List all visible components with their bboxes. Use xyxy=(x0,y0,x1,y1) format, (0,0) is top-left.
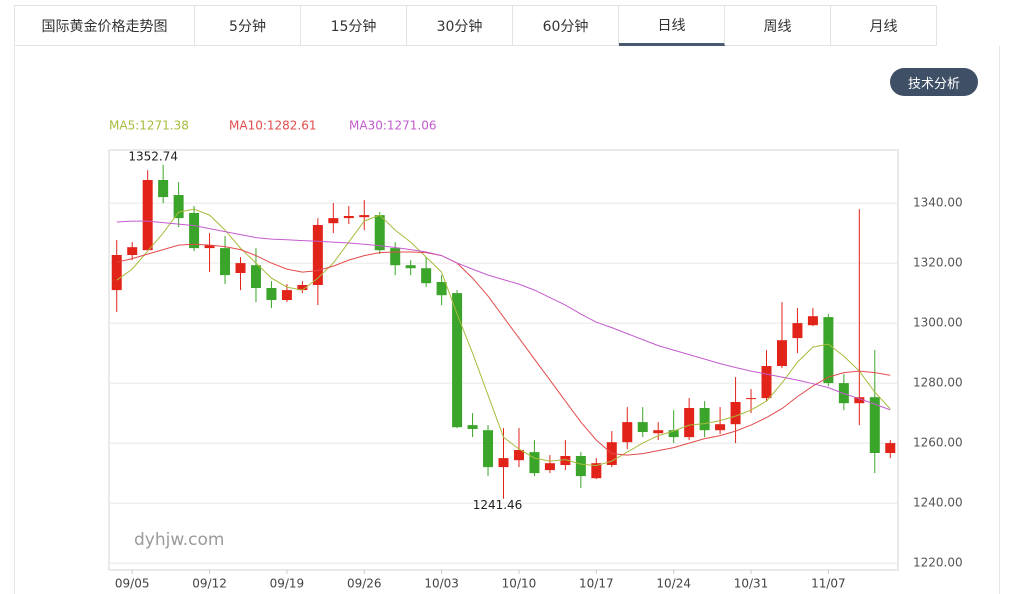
period-tab[interactable]: 周线 xyxy=(725,5,831,46)
candle-body xyxy=(281,290,292,300)
x-tick-label: 10/10 xyxy=(502,577,537,591)
candle-body xyxy=(204,245,215,249)
candle-body xyxy=(142,180,153,251)
candle-body xyxy=(390,248,401,266)
candle-body xyxy=(328,218,339,224)
candle-body xyxy=(374,215,385,251)
x-tick-label: 09/05 xyxy=(115,577,150,591)
candle-body xyxy=(467,425,478,429)
chart-panel xyxy=(14,46,1000,594)
y-tick-label: 1220.00 xyxy=(913,556,963,570)
plot-frame xyxy=(108,149,899,571)
candle-body xyxy=(823,317,834,384)
y-tick-label: 1240.00 xyxy=(913,496,963,510)
candle-body xyxy=(483,430,494,468)
high-label: 1352.74 xyxy=(128,149,178,163)
period-tab[interactable]: 30分钟 xyxy=(407,5,513,46)
candle-body xyxy=(173,195,184,219)
x-tick-label: 10/03 xyxy=(424,577,459,591)
candle-body xyxy=(158,180,169,198)
candle-body xyxy=(746,398,757,400)
candle-body xyxy=(776,340,787,366)
legend-entry: MA5:1271.38 xyxy=(109,119,189,133)
y-tick-label: 1340.00 xyxy=(913,196,963,210)
x-tick-label: 09/26 xyxy=(347,577,382,591)
x-tick-label: 10/31 xyxy=(734,577,769,591)
period-tab[interactable]: 月线 xyxy=(831,5,937,46)
candle-body xyxy=(405,265,416,269)
analysis-button[interactable]: 技术分析 xyxy=(890,68,978,96)
candle-body xyxy=(220,248,231,276)
candle-body xyxy=(622,422,633,443)
y-tick-label: 1300.00 xyxy=(913,316,963,330)
candle-body xyxy=(591,463,602,479)
period-tab[interactable]: 15分钟 xyxy=(301,5,407,46)
candle-body xyxy=(343,216,354,219)
candle-body xyxy=(544,463,555,471)
x-tick-label: 10/24 xyxy=(656,577,691,591)
candle-body xyxy=(560,456,571,465)
candle-body xyxy=(421,268,432,284)
candle-body xyxy=(730,402,741,425)
ma-line xyxy=(116,220,891,411)
candle-body xyxy=(436,282,447,296)
candle-body xyxy=(359,215,370,218)
candle-body xyxy=(699,408,710,431)
candle-body xyxy=(668,430,679,438)
candle-body xyxy=(111,255,122,291)
candle-body xyxy=(297,285,308,291)
legend-entry: MA10:1282.61 xyxy=(229,119,317,133)
legend-entry: MA30:1271.06 xyxy=(349,119,437,133)
candle-body xyxy=(266,288,277,300)
ma-line xyxy=(116,208,891,467)
x-tick-label: 09/19 xyxy=(270,577,305,591)
candle-body xyxy=(127,247,138,255)
candle-body xyxy=(885,443,896,453)
y-tick-label: 1320.00 xyxy=(913,256,963,270)
period-tab[interactable]: 60分钟 xyxy=(513,5,619,46)
x-tick-label: 09/12 xyxy=(192,577,227,591)
candle-body xyxy=(715,424,726,431)
candle-body xyxy=(684,408,695,438)
chart-title-tab: 国际黄金价格走势图 xyxy=(14,5,195,46)
candle-body xyxy=(250,265,261,288)
candle-body xyxy=(653,430,664,434)
candle-body xyxy=(807,316,818,326)
x-tick-label: 11/07 xyxy=(811,577,846,591)
candle-body xyxy=(189,213,200,249)
candle-body xyxy=(869,397,880,453)
period-tab[interactable]: 日线 xyxy=(619,5,725,46)
candle-body xyxy=(792,323,803,339)
candle-body xyxy=(529,452,540,474)
tab-bar: 国际黄金价格走势图 5分钟 15分钟 30分钟 60分钟 日线 周线 月线 xyxy=(14,5,937,46)
candle-body xyxy=(575,456,586,477)
candle-body xyxy=(312,225,323,285)
y-tick-label: 1280.00 xyxy=(913,376,963,390)
period-tab[interactable]: 5分钟 xyxy=(195,5,301,46)
low-label: 1241.46 xyxy=(473,498,523,512)
candle-body xyxy=(452,293,463,428)
y-tick-label: 1260.00 xyxy=(913,436,963,450)
candle-body xyxy=(513,450,524,461)
candle-body xyxy=(235,263,246,273)
candle-body xyxy=(761,366,772,399)
candle-body xyxy=(498,458,509,468)
candle-body xyxy=(637,422,648,432)
ma-line xyxy=(116,243,891,456)
x-tick-label: 10/17 xyxy=(579,577,614,591)
watermark: dyhjw.com xyxy=(134,530,224,550)
candle-body xyxy=(854,397,865,404)
